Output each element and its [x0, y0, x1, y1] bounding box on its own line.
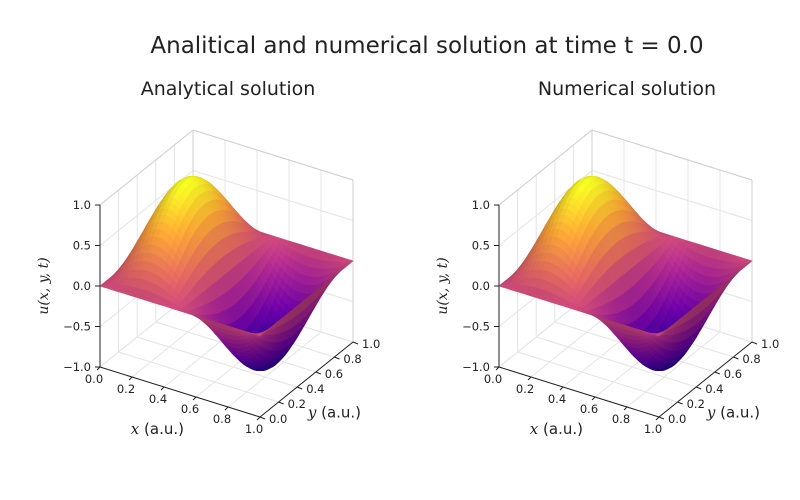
z-ticks: −1.0 −0.5 0.0 0.5 1.0 [462, 198, 499, 374]
y-tick-mark [677, 401, 683, 405]
z-ticks: −1.0 −0.5 0.0 0.5 1.0 [63, 198, 100, 374]
y-tick-label: 0.2 [687, 397, 705, 411]
y-tick-label: 0.0 [269, 412, 287, 426]
y-tick-label: 1.0 [761, 337, 779, 351]
z-tick-label: 1.0 [73, 198, 91, 212]
box-edge [99, 129, 194, 206]
x-tick-mark [256, 416, 261, 421]
z-axis-label: u(x, y, t) [36, 257, 52, 314]
x-tick-mark [623, 406, 628, 411]
x-axis-line [99, 366, 261, 418]
z-tick-label: 0.5 [73, 239, 91, 253]
z-tick-label: −1.0 [63, 360, 91, 374]
x-tick-label: 0.6 [580, 402, 598, 416]
y-tick-label: 0.8 [343, 352, 361, 366]
y-tick-label: 0.2 [288, 397, 306, 411]
x-tick-mark [224, 406, 229, 411]
z-tick-label: 0.0 [73, 279, 91, 293]
x-tick-label: 0.6 [181, 402, 199, 416]
x-tick-mark [96, 366, 101, 371]
x-tick-label: 1.0 [644, 422, 662, 436]
y-tick-label: 0.4 [306, 382, 324, 396]
grid-line [626, 331, 721, 408]
x-ticks: 0.0 0.2 0.4 0.6 0.8 1.0 [85, 366, 263, 436]
x-tick-label: 0.8 [612, 412, 630, 426]
y-tick-label: 0.8 [742, 352, 760, 366]
x-tick-mark [559, 386, 564, 391]
x-tick-mark [591, 396, 596, 401]
y-axis-label: y (a.u.) [706, 403, 760, 421]
x-tick-mark [160, 386, 165, 391]
y-axis-line [259, 341, 354, 418]
x-tick-mark [495, 366, 500, 371]
y-tick-mark [658, 416, 665, 420]
x-tick-mark [192, 396, 197, 401]
grid-line [227, 331, 322, 408]
y-axis-line [658, 341, 753, 418]
y-tick-mark [259, 416, 266, 420]
x-tick-mark [655, 416, 660, 421]
x-axis-label: x (a.u.) [530, 420, 583, 438]
z-tick-label: −1.0 [462, 360, 490, 374]
y-ticks: 0.00.20.40.60.81.0 [259, 337, 380, 426]
panel-analytical: Analytical solution −1.0−0.50.00.51.00.0… [36, 78, 380, 438]
x-tick-mark [527, 376, 532, 381]
grid-line [118, 351, 279, 403]
x-tick-label: 0.2 [516, 382, 534, 396]
panel-title: Analytical solution [141, 78, 316, 100]
x-tick-mark [128, 376, 133, 381]
grid-line [192, 170, 354, 221]
x-tick-label: 0.8 [213, 412, 231, 426]
grid-line [517, 351, 678, 403]
surface-plot [498, 175, 753, 372]
x-tick-label: 1.0 [245, 422, 263, 436]
z-tick-label: −0.5 [63, 320, 91, 334]
x-tick-label: 0.0 [484, 372, 502, 386]
y-tick-mark [751, 341, 758, 345]
box-edge [498, 129, 593, 206]
y-ticks: 0.00.20.40.60.81.0 [658, 337, 779, 426]
surface-plot [99, 175, 354, 372]
panel-title: Numerical solution [538, 78, 716, 100]
grid-line [591, 170, 753, 221]
y-axis-label: y (a.u.) [307, 403, 361, 421]
x-tick-label: 0.4 [149, 392, 167, 406]
z-tick-label: 0.5 [472, 239, 490, 253]
surface-facet [254, 333, 264, 337]
y-tick-mark [315, 371, 321, 375]
z-tick-label: 0.0 [472, 279, 490, 293]
z-axis-label: u(x, y, t) [435, 257, 451, 314]
y-tick-mark [334, 356, 340, 360]
grid-line [137, 336, 298, 388]
surface-facet [653, 333, 663, 337]
y-tick-mark [297, 386, 303, 390]
x-tick-label: 0.2 [117, 382, 135, 396]
y-tick-label: 0.6 [325, 367, 343, 381]
x-axis-label: x (a.u.) [131, 420, 184, 438]
y-tick-label: 0.4 [705, 382, 723, 396]
grid-line [536, 336, 697, 388]
y-tick-mark [714, 371, 720, 375]
box-edge [591, 129, 753, 181]
x-tick-label: 0.4 [548, 392, 566, 406]
y-tick-mark [352, 341, 359, 345]
z-tick-label: −0.5 [462, 320, 490, 334]
z-tick-label: 1.0 [472, 198, 490, 212]
panel-numerical: Numerical solution −1.0−0.50.00.51.00.00… [435, 78, 779, 438]
axes: −1.0−0.50.00.51.00.00.20.40.60.81.00.00.… [435, 198, 779, 438]
x-ticks: 0.0 0.2 0.4 0.6 0.8 1.0 [484, 366, 662, 436]
x-tick-label: 0.0 [85, 372, 103, 386]
box-edge [192, 129, 354, 181]
y-tick-mark [696, 386, 702, 390]
y-tick-mark [278, 401, 284, 405]
y-tick-label: 0.0 [668, 412, 686, 426]
x-axis-line [498, 366, 660, 418]
y-tick-label: 1.0 [362, 337, 380, 351]
axes: −1.0−0.50.00.51.00.00.20.40.60.81.00.00.… [36, 198, 380, 438]
figure-title: Analitical and numerical solution at tim… [150, 33, 703, 59]
y-tick-mark [733, 356, 739, 360]
y-tick-label: 0.6 [724, 367, 742, 381]
